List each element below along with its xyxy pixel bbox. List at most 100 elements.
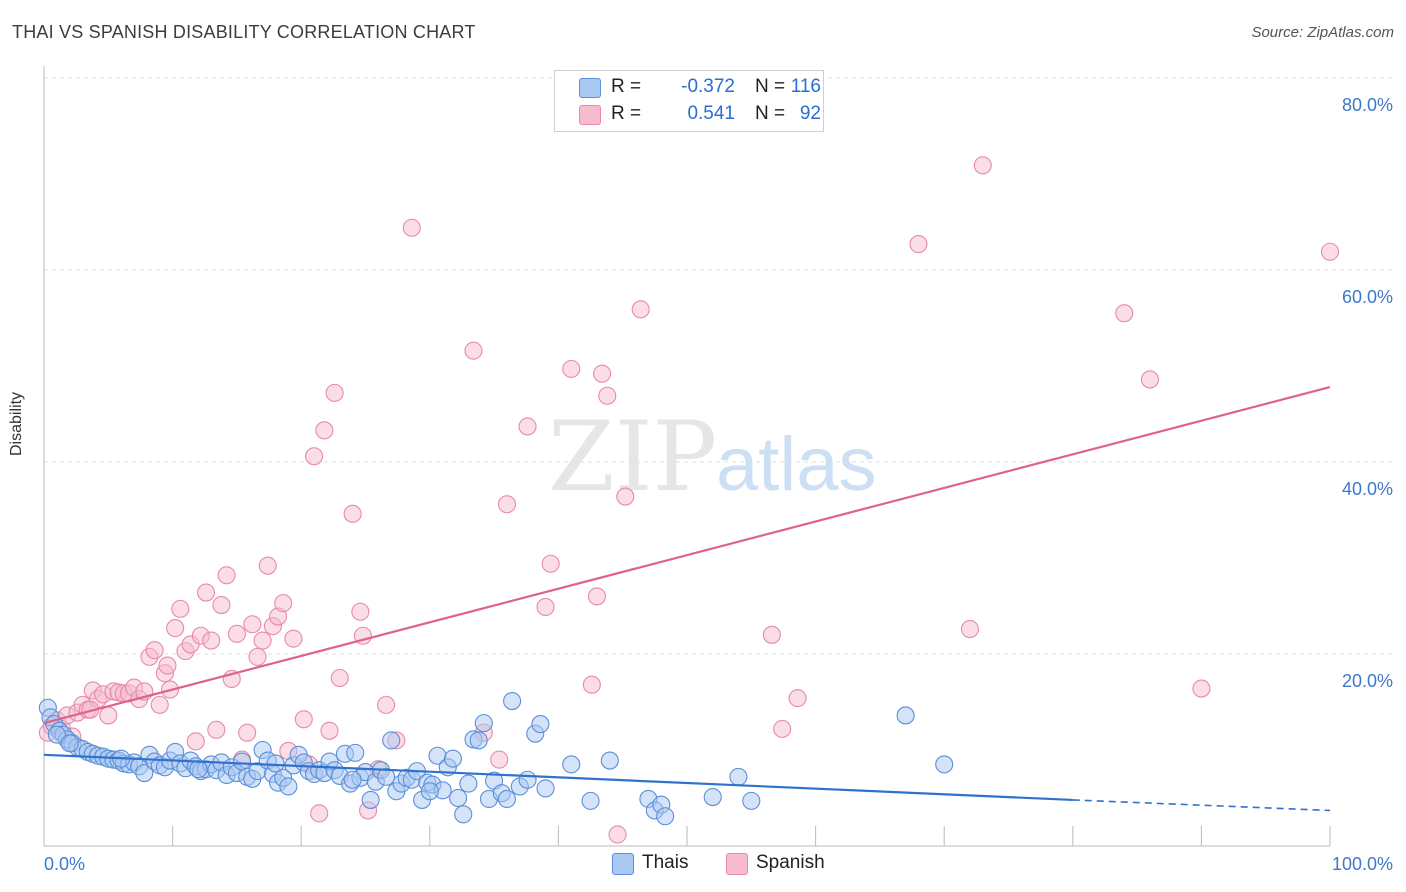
thai-point [443,749,462,768]
spanish-point [1320,242,1340,261]
spanish-point [243,615,262,634]
spanish-point [1192,679,1211,698]
legend-label-spanish: Spanish [756,852,825,873]
spanish-point [598,386,617,405]
legend-n-label: N = [755,76,786,97]
spanish-point [536,597,555,617]
y-tick-label: 80.0% [1342,95,1393,115]
thai-point [454,805,473,824]
thai-point [703,787,722,807]
y-tick-label: 40.0% [1342,479,1393,499]
thai-point [135,763,154,783]
thai-point [742,791,761,810]
spanish-point [762,625,781,644]
spanish-point [158,656,177,675]
thai-point [656,807,675,826]
spanish-point [582,675,601,694]
spanish-point [294,710,313,729]
y-tick-label: 60.0% [1342,287,1393,307]
spanish-point [274,594,293,613]
spanish-point [497,495,517,514]
spanish-trend-line [43,386,1331,725]
thai-swatch-icon [579,78,601,98]
thai-point [469,731,488,750]
legend-r-label: R = [611,76,642,97]
spanish-point [315,421,334,440]
watermark: ZIP atlas [548,401,877,513]
chart-title: THAI VS SPANISH DISABILITY CORRELATION C… [12,22,476,42]
spanish-point [788,689,807,708]
spanish-point [631,300,650,319]
thai-point [382,731,401,750]
legend-n-value: 92 [799,103,821,124]
grid-lines [44,77,1392,655]
spanish-point [1140,370,1160,389]
spanish-point [1115,304,1134,323]
spanish-point [99,706,118,725]
x-tick-label: 0.0% [44,854,85,874]
thai-point [503,691,522,711]
spanish-point [305,447,324,466]
spanish-point [212,595,231,615]
thai-point [266,754,285,773]
thai-trend-extension [1072,799,1331,812]
thai-point [346,743,365,762]
tick-labels: 20.0% 40.0% 60.0% 80.0% 0.0% 100.0% [44,95,1393,874]
thai-point [279,777,298,796]
spanish-point [973,156,992,175]
spanish-swatch-icon [726,853,748,875]
legend-label-thais: Thais [642,852,689,873]
spanish-point [518,417,537,436]
thai-point [47,725,66,744]
spanish-point [207,720,226,739]
thai-point [232,752,252,771]
thai-swatch-icon [612,853,634,875]
spanish-point [490,750,509,769]
spanish-point [238,723,257,742]
thai-point [581,791,600,810]
legend-n-label: N = [755,103,786,124]
spanish-point [253,631,272,650]
spanish-point [310,804,329,823]
thai-point [343,770,362,789]
thai-point [531,715,550,734]
spanish-point [196,583,216,602]
spanish-point [608,825,627,844]
spanish-swatch-icon [579,105,601,125]
thai-point [497,789,517,809]
spanish-point [227,624,246,643]
spanish-point [909,235,928,254]
y-tick-label: 20.0% [1342,671,1393,691]
spanish-point [145,641,164,660]
spanish-point [402,218,421,237]
thai-point [536,779,555,798]
x-tick-label: 100.0% [1332,854,1393,874]
spanish-point [377,695,396,714]
spanish-point [325,383,344,402]
spanish-point [284,629,303,648]
spanish-point [773,719,792,738]
thai-point [361,790,380,809]
thai-point [459,774,478,793]
legend-r-value: 0.541 [687,103,735,124]
spanish-point [593,364,612,383]
watermark-atlas: atlas [716,422,877,507]
spanish-point [217,566,236,585]
thai-point [449,788,468,808]
spanish-point [248,647,267,666]
spanish-point [587,587,607,606]
spanish-point [171,599,190,618]
thai-point [474,714,493,733]
thai-point [420,782,439,801]
thai-point [896,706,915,725]
spanish-point [464,341,483,360]
thai-point [518,770,537,789]
trend-lines [43,386,1331,812]
spanish-point [562,359,581,378]
spanish-point [541,554,560,573]
spanish-point [351,602,370,621]
spanish-point [616,487,635,506]
spanish-point [330,668,349,688]
source-credit: Source: ZipAtlas.com [1251,24,1394,41]
legend-r-value: -0.372 [681,76,735,97]
